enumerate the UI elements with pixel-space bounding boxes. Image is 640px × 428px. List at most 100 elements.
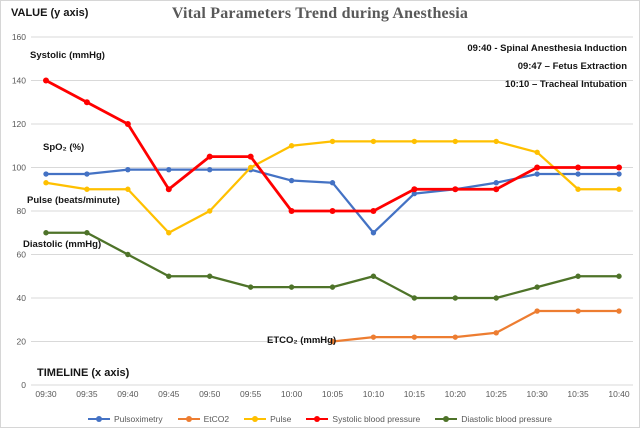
data-point-pulsoximetry <box>411 190 418 197</box>
data-point-diastolic-blood-pressure <box>43 230 49 236</box>
data-point-pulse <box>166 230 172 236</box>
x-tick-label: 10:25 <box>486 389 508 399</box>
x-tick-label: 09:50 <box>199 389 221 399</box>
data-point-systolic-blood-pressure <box>411 186 418 193</box>
x-axis-title: TIMELINE (x axis) <box>37 367 130 379</box>
data-point-pulsoximetry <box>84 171 90 177</box>
legend-marker-systolic-blood-pressure <box>306 415 329 423</box>
legend-label-pulse: Pulse <box>270 414 292 424</box>
data-point-pulsoximetry <box>125 166 131 173</box>
data-point-systolic-blood-pressure <box>370 208 377 214</box>
data-point-systolic-blood-pressure <box>329 208 336 214</box>
legend-label-etco2: EtCO2 <box>203 414 230 424</box>
y-tick-label: 20 <box>17 337 27 347</box>
legend-label-diastolic-blood-pressure: Diastolic blood pressure <box>461 414 553 424</box>
x-tick-label: 10:00 <box>281 389 303 399</box>
data-point-diastolic-blood-pressure <box>370 273 377 279</box>
chart-title: Vital Parameters Trend during Anesthesia <box>171 5 469 22</box>
x-tick-label: 10:30 <box>527 389 549 399</box>
data-point-pulse <box>616 186 622 192</box>
y-tick-label: 0 <box>21 380 26 390</box>
data-point-pulse <box>329 138 336 145</box>
legend-marker-pulse <box>244 415 267 423</box>
x-tick-label: 10:40 <box>608 389 630 399</box>
data-point-diastolic-blood-pressure <box>575 273 581 279</box>
data-point-pulsoximetry <box>575 171 581 177</box>
x-tick-label: 10:15 <box>404 389 426 399</box>
data-point-pulse <box>207 208 213 214</box>
x-tick-label: 09:55 <box>240 389 262 399</box>
y-tick-label: 100 <box>12 163 26 173</box>
etco2-series-label: ETCO₂ (mmHg) <box>267 335 337 346</box>
legend-marker-etco2 <box>177 415 200 423</box>
legend-marker-diastolic-blood-pressure <box>435 415 458 423</box>
data-point-systolic-blood-pressure <box>534 164 541 171</box>
data-point-pulse <box>452 138 458 145</box>
x-tick-label: 09:40 <box>117 389 139 399</box>
data-point-systolic-blood-pressure <box>575 164 582 171</box>
x-tick-label: 10:35 <box>567 389 589 399</box>
data-point-pulse <box>575 186 581 192</box>
y-tick-label: 120 <box>12 119 26 129</box>
annotation-intubation: 10:10 – Tracheal Intubation <box>505 79 627 90</box>
data-point-etco2 <box>534 308 540 314</box>
data-point-diastolic-blood-pressure <box>329 284 336 290</box>
data-point-diastolic-blood-pressure <box>534 284 540 290</box>
data-point-pulse <box>125 186 131 192</box>
legend-marker-pulsoximetry <box>87 415 110 423</box>
data-point-pulsoximetry <box>288 177 295 184</box>
data-point-pulsoximetry <box>493 180 499 186</box>
data-point-etco2 <box>575 308 581 314</box>
data-point-etco2 <box>493 330 499 336</box>
data-point-diastolic-blood-pressure <box>125 251 131 258</box>
y-tick-label: 160 <box>12 32 26 42</box>
data-point-etco2 <box>411 334 418 340</box>
data-point-diastolic-blood-pressure <box>166 273 172 279</box>
y-axis-title: VALUE (y axis) <box>11 7 89 19</box>
data-point-pulsoximetry <box>43 171 49 177</box>
data-point-systolic-blood-pressure <box>206 153 213 160</box>
data-point-pulsoximetry <box>370 230 377 236</box>
y-tick-label: 140 <box>12 76 26 86</box>
data-point-pulse <box>247 164 254 171</box>
y-tick-label: 60 <box>17 250 27 260</box>
data-point-pulse <box>534 149 540 155</box>
data-point-pulsoximetry <box>616 171 622 177</box>
series-line-pulsoximetry <box>44 168 621 234</box>
data-point-etco2 <box>370 334 377 340</box>
data-point-systolic-blood-pressure <box>124 121 131 127</box>
data-point-diastolic-blood-pressure <box>452 295 458 301</box>
data-point-pulse <box>493 138 499 145</box>
data-point-etco2 <box>616 308 622 314</box>
data-point-pulse <box>288 143 295 149</box>
data-point-diastolic-blood-pressure <box>616 273 622 279</box>
series-line-systolic-blood-pressure <box>44 79 621 213</box>
data-point-pulsoximetry <box>207 166 213 173</box>
pulse-series-label: Pulse (beats/minute) <box>27 195 120 206</box>
data-point-systolic-blood-pressure <box>616 164 622 171</box>
legend-label-systolic-blood-pressure: Systolic blood pressure <box>332 414 421 424</box>
spo2-series-label: SpO₂ (%) <box>43 142 85 153</box>
data-point-pulsoximetry <box>166 166 172 173</box>
data-point-systolic-blood-pressure <box>165 186 172 193</box>
x-tick-label: 09:45 <box>158 389 180 399</box>
data-point-pulse <box>84 186 90 192</box>
data-point-etco2 <box>452 334 458 340</box>
x-tick-label: 10:10 <box>363 389 385 399</box>
x-tick-label: 10:05 <box>322 389 344 399</box>
data-point-pulse <box>43 180 49 186</box>
data-point-diastolic-blood-pressure <box>84 230 90 236</box>
data-point-diastolic-blood-pressure <box>493 295 499 301</box>
legend-label-pulsoximetry: Pulsoximetry <box>113 414 163 424</box>
legend-item-etco2: EtCO2 <box>177 414 230 424</box>
diastolic-series-label: Diastolic (mmHg) <box>23 239 102 250</box>
data-point-pulsoximetry <box>534 171 540 177</box>
x-tick-label: 09:35 <box>76 389 98 399</box>
series-line-etco2 <box>331 309 621 343</box>
annotation-induction: 09:40 - Spinal Anesthesia Induction <box>467 43 627 54</box>
data-point-systolic-blood-pressure <box>493 186 500 193</box>
data-point-systolic-blood-pressure <box>288 208 295 214</box>
data-point-etco2 <box>329 338 336 345</box>
